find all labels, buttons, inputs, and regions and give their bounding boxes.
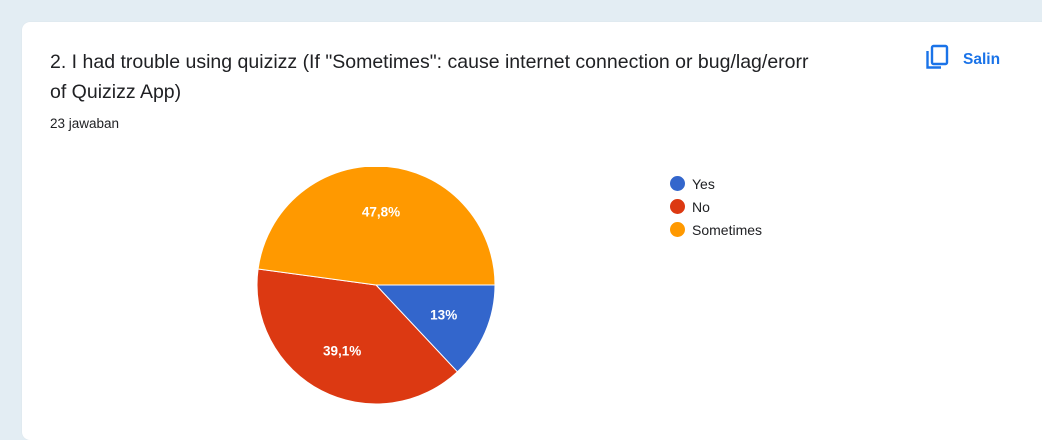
legend-item-no[interactable]: No [670, 195, 762, 218]
pie-slice-yes[interactable] [374, 284, 496, 373]
pie-chart: 13% 39,1% 47,8% [256, 167, 496, 405]
question-title: 2. I had trouble using quizizz (If "Some… [50, 51, 809, 103]
question-card: 2. I had trouble using quizizz (If "Some… [22, 22, 1042, 440]
copy-label: Salin [963, 50, 1001, 68]
chart-legend: Yes No Sometimes [670, 172, 762, 241]
legend-item-sometimes[interactable]: Sometimes [670, 218, 762, 241]
pie-slice-no[interactable] [256, 268, 459, 405]
legend-swatch [670, 199, 685, 214]
legend-label: No [692, 198, 710, 215]
slice-label-yes: 13% [430, 307, 457, 322]
legend-label: Sometimes [692, 221, 763, 238]
slice-label-no: 39,1% [323, 344, 361, 359]
response-count: 23 jawaban [50, 116, 120, 131]
copy-chart-button[interactable]: Salin [925, 44, 1000, 75]
pie-slice-sometimes[interactable] [257, 167, 496, 286]
legend-item-yes[interactable]: Yes [670, 172, 762, 195]
legend-label: Yes [692, 175, 715, 192]
slice-label-sometimes: 47,8% [362, 204, 400, 219]
copy-icon [925, 44, 949, 75]
legend-swatch [670, 176, 685, 191]
legend-swatch [670, 222, 685, 237]
